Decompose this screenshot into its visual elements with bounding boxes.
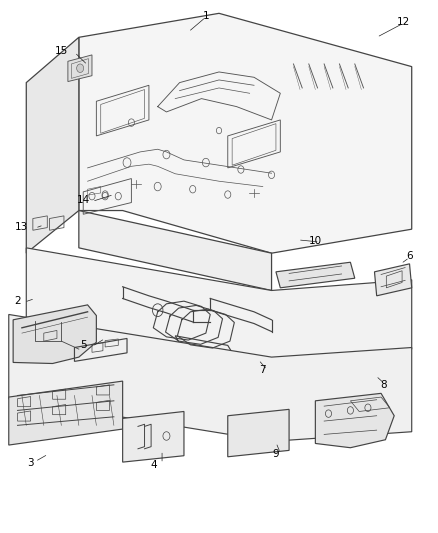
Text: 12: 12: [396, 18, 410, 27]
Text: 5: 5: [80, 341, 87, 350]
Text: 8: 8: [380, 380, 387, 390]
Polygon shape: [374, 264, 412, 296]
Text: 7: 7: [259, 366, 266, 375]
Polygon shape: [228, 409, 289, 457]
Text: 3: 3: [27, 458, 34, 467]
Polygon shape: [26, 248, 412, 360]
Polygon shape: [9, 314, 412, 441]
Polygon shape: [315, 393, 394, 448]
Text: 14: 14: [77, 195, 90, 205]
Circle shape: [77, 64, 84, 72]
Polygon shape: [79, 13, 412, 253]
Polygon shape: [68, 55, 92, 82]
Text: 9: 9: [272, 449, 279, 459]
Polygon shape: [9, 381, 123, 445]
Text: 6: 6: [406, 251, 413, 261]
Polygon shape: [13, 305, 96, 364]
Polygon shape: [26, 37, 79, 253]
Polygon shape: [123, 411, 184, 462]
Polygon shape: [79, 211, 272, 290]
Text: 1: 1: [202, 11, 209, 21]
Text: 10: 10: [309, 236, 322, 246]
Text: 2: 2: [14, 296, 21, 306]
Text: 15: 15: [55, 46, 68, 55]
Text: 13: 13: [15, 222, 28, 231]
Polygon shape: [276, 262, 355, 288]
Text: 4: 4: [150, 460, 157, 470]
